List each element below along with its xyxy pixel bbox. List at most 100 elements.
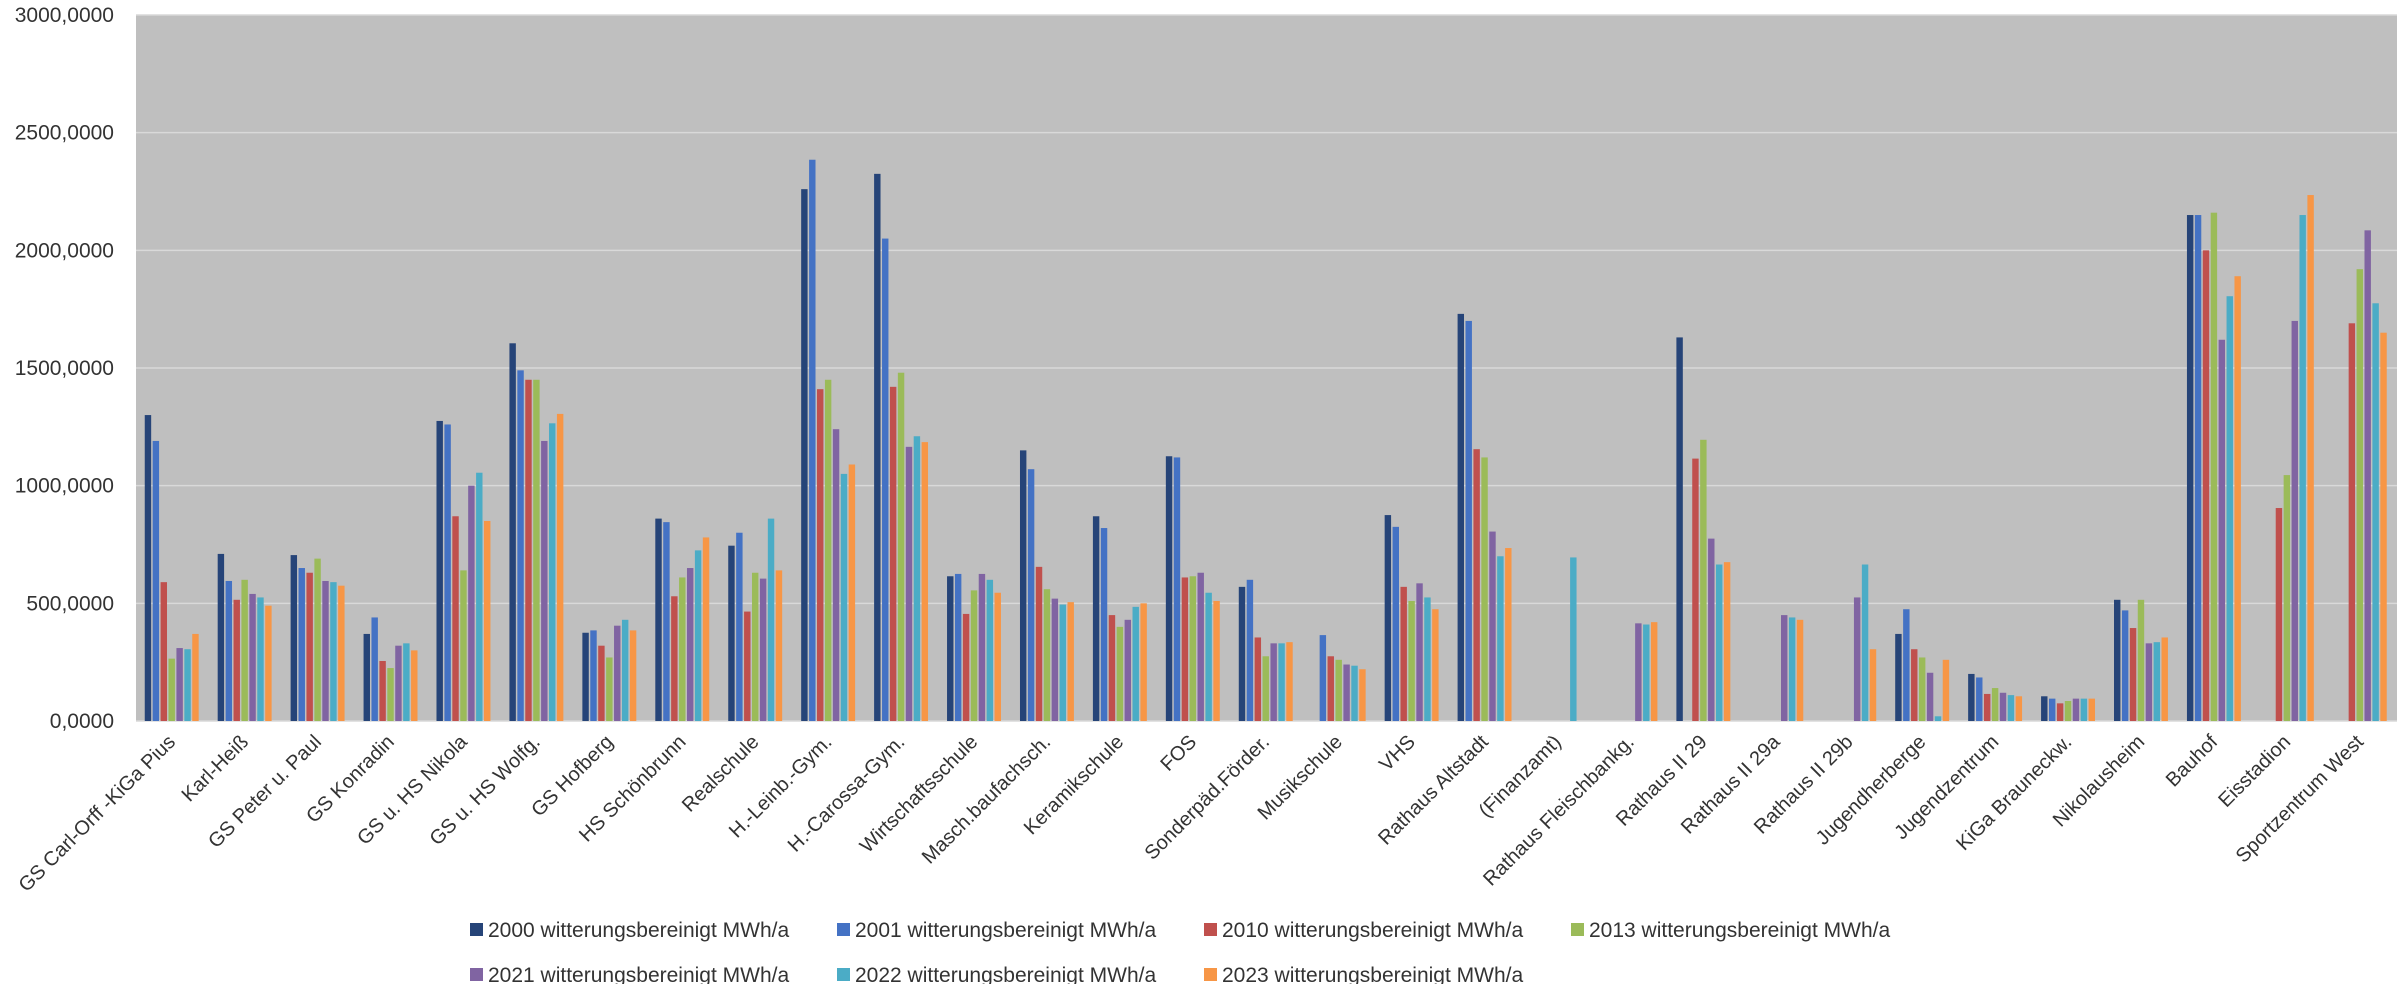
bar: [1968, 673, 1975, 721]
bar: [994, 592, 1001, 721]
bar: [2064, 701, 2072, 721]
bar: [1100, 528, 1108, 721]
bar: [484, 520, 491, 721]
bar: [1351, 665, 1358, 721]
bar: [1408, 600, 1415, 721]
legend-swatch: [1571, 923, 1584, 936]
bar: [322, 580, 329, 721]
bar: [2072, 698, 2080, 721]
y-tick-label: 1000,0000: [15, 475, 114, 498]
bar: [832, 429, 840, 721]
bar: [1384, 515, 1392, 721]
bar: [2056, 703, 2064, 721]
bars: [144, 159, 2387, 722]
bar: [2121, 610, 2129, 721]
bar: [1181, 577, 1189, 721]
x-tick-label: Sportzentrum West: [2232, 731, 2369, 868]
bar: [1327, 656, 1334, 721]
bar: [314, 558, 321, 721]
bar: [744, 611, 751, 721]
bar: [2041, 696, 2048, 721]
bar: [549, 423, 556, 721]
bar: [1343, 664, 1350, 721]
bar: [897, 372, 905, 721]
legend-swatch: [837, 968, 850, 981]
bar: [1116, 626, 1124, 721]
bar: [767, 518, 775, 721]
bar: [2186, 215, 2194, 721]
bar: [1926, 672, 1934, 721]
bar: [2015, 696, 2023, 721]
bar: [2202, 250, 2210, 721]
bar: [775, 570, 783, 721]
bar: [1788, 617, 1796, 721]
bar: [1424, 597, 1431, 721]
bar: [824, 379, 832, 721]
bar: [1189, 576, 1197, 721]
bar: [387, 668, 394, 721]
bar: [476, 472, 483, 721]
bar: [1019, 450, 1027, 721]
legend-item: 2000 witterungsbereinigt MWh/a: [470, 919, 789, 942]
bar: [1392, 526, 1399, 721]
bar: [817, 389, 824, 721]
x-tick-label: VHS: [1375, 731, 1420, 776]
bar: [1051, 598, 1059, 721]
legend-label: 2000 witterungsbereinigt MWh/a: [488, 919, 789, 942]
bar: [978, 573, 986, 721]
x-tick-label: GS Carl-Orff -KiGa Pius: [15, 731, 180, 896]
bar: [848, 464, 856, 721]
bar: [1465, 320, 1472, 721]
bar: [2114, 599, 2121, 721]
bar: [257, 597, 264, 721]
bar: [606, 657, 613, 721]
bar: [225, 580, 233, 721]
bar: [1173, 457, 1181, 721]
legend-swatch: [837, 923, 850, 936]
bar: [184, 649, 191, 721]
bar: [1918, 657, 1926, 721]
bar: [1505, 548, 1512, 721]
bar: [2080, 698, 2088, 721]
bar: [962, 613, 970, 721]
bar: [249, 593, 256, 721]
bar: [379, 660, 386, 721]
legend-label: 2013 witterungsbereinigt MWh/a: [1589, 919, 1890, 942]
bar: [1934, 716, 1942, 721]
bar: [2234, 276, 2241, 721]
bar: [1692, 458, 1699, 721]
legend-label: 2023 witterungsbereinigt MWh/a: [1222, 964, 1523, 984]
bar: [1489, 531, 1496, 721]
bar: [265, 605, 272, 721]
y-tick-label: 1500,0000: [15, 357, 114, 380]
bar: [882, 238, 889, 721]
bar: [614, 625, 621, 721]
bar: [2194, 215, 2202, 721]
bar: [1432, 609, 1439, 721]
bar: [801, 189, 808, 721]
bar: [2007, 695, 2015, 721]
bar: [1676, 337, 1683, 721]
bar: [809, 159, 816, 722]
bar: [1278, 643, 1285, 721]
bar: [1903, 609, 1910, 721]
bar: [671, 596, 678, 721]
bar: [2356, 269, 2363, 721]
bar: [1708, 538, 1715, 721]
legend-item: 2013 witterungsbereinigt MWh/a: [1571, 919, 1890, 942]
bar: [363, 633, 370, 721]
bar: [541, 440, 548, 721]
bar: [1108, 615, 1116, 721]
bar: [1853, 597, 1861, 721]
bar: [371, 617, 378, 721]
bar: [2291, 320, 2298, 721]
bar: [509, 343, 516, 721]
bar: [1213, 600, 1220, 721]
bar: [176, 648, 183, 721]
bar: [702, 537, 710, 721]
bar: [1723, 562, 1731, 721]
legend-item: 2010 witterungsbereinigt MWh/a: [1204, 919, 1523, 942]
bar: [233, 599, 240, 721]
bar: [921, 442, 929, 721]
